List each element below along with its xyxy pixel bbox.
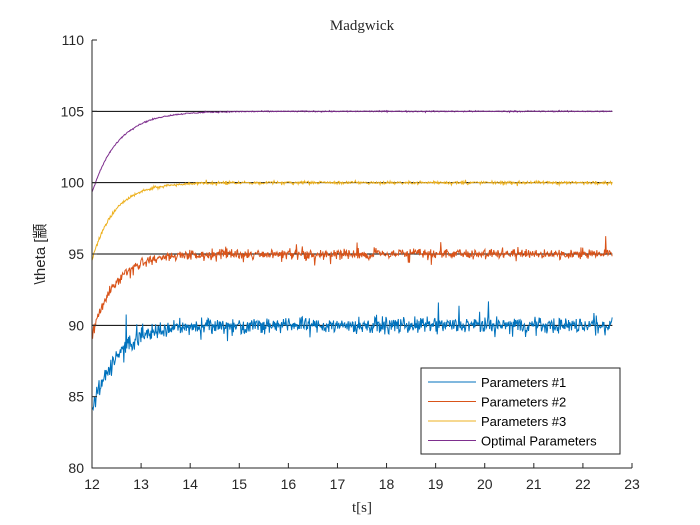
x-tick-label: 22 xyxy=(575,476,591,492)
legend-label: Optimal Parameters xyxy=(481,434,597,449)
x-tick-label: 21 xyxy=(526,476,542,492)
series-line-4 xyxy=(91,109,613,193)
legend-label: Parameters #1 xyxy=(481,375,566,390)
legend: Parameters #1 Parameters #2 Parameters #3 O… xyxy=(420,367,621,455)
series-line-1 xyxy=(91,301,613,412)
x-tick-label: 20 xyxy=(477,476,493,492)
x-tick-label: 23 xyxy=(624,476,640,492)
x-axis-label: t[s] xyxy=(352,500,372,516)
x-tick-label: 14 xyxy=(182,476,198,492)
y-tick-label: 95 xyxy=(68,246,84,262)
y-tick-label: 80 xyxy=(68,460,84,476)
y-tick-label: 100 xyxy=(61,175,85,191)
y-tick-label: 110 xyxy=(62,32,85,48)
x-tick-label: 18 xyxy=(379,476,395,492)
x-tick-label: 17 xyxy=(330,476,346,492)
x-tick-label: 12 xyxy=(84,476,100,492)
x-tick-label: 13 xyxy=(133,476,149,492)
y-axis-label: \theta [顓 xyxy=(32,224,49,285)
chart-title: Madgwick xyxy=(330,18,395,34)
y-tick-label: 85 xyxy=(68,389,84,405)
series-line-2 xyxy=(91,236,613,339)
x-tick-label: 16 xyxy=(281,476,297,492)
y-tick-label: 90 xyxy=(68,317,84,333)
legend-box xyxy=(420,367,621,455)
legend-label: Parameters #3 xyxy=(481,414,566,429)
y-tick-label: 105 xyxy=(61,103,85,119)
x-tick-label: 19 xyxy=(428,476,444,492)
series-line-3 xyxy=(91,179,613,261)
legend-label: Parameters #2 xyxy=(481,395,566,410)
x-tick-label: 15 xyxy=(231,476,247,492)
